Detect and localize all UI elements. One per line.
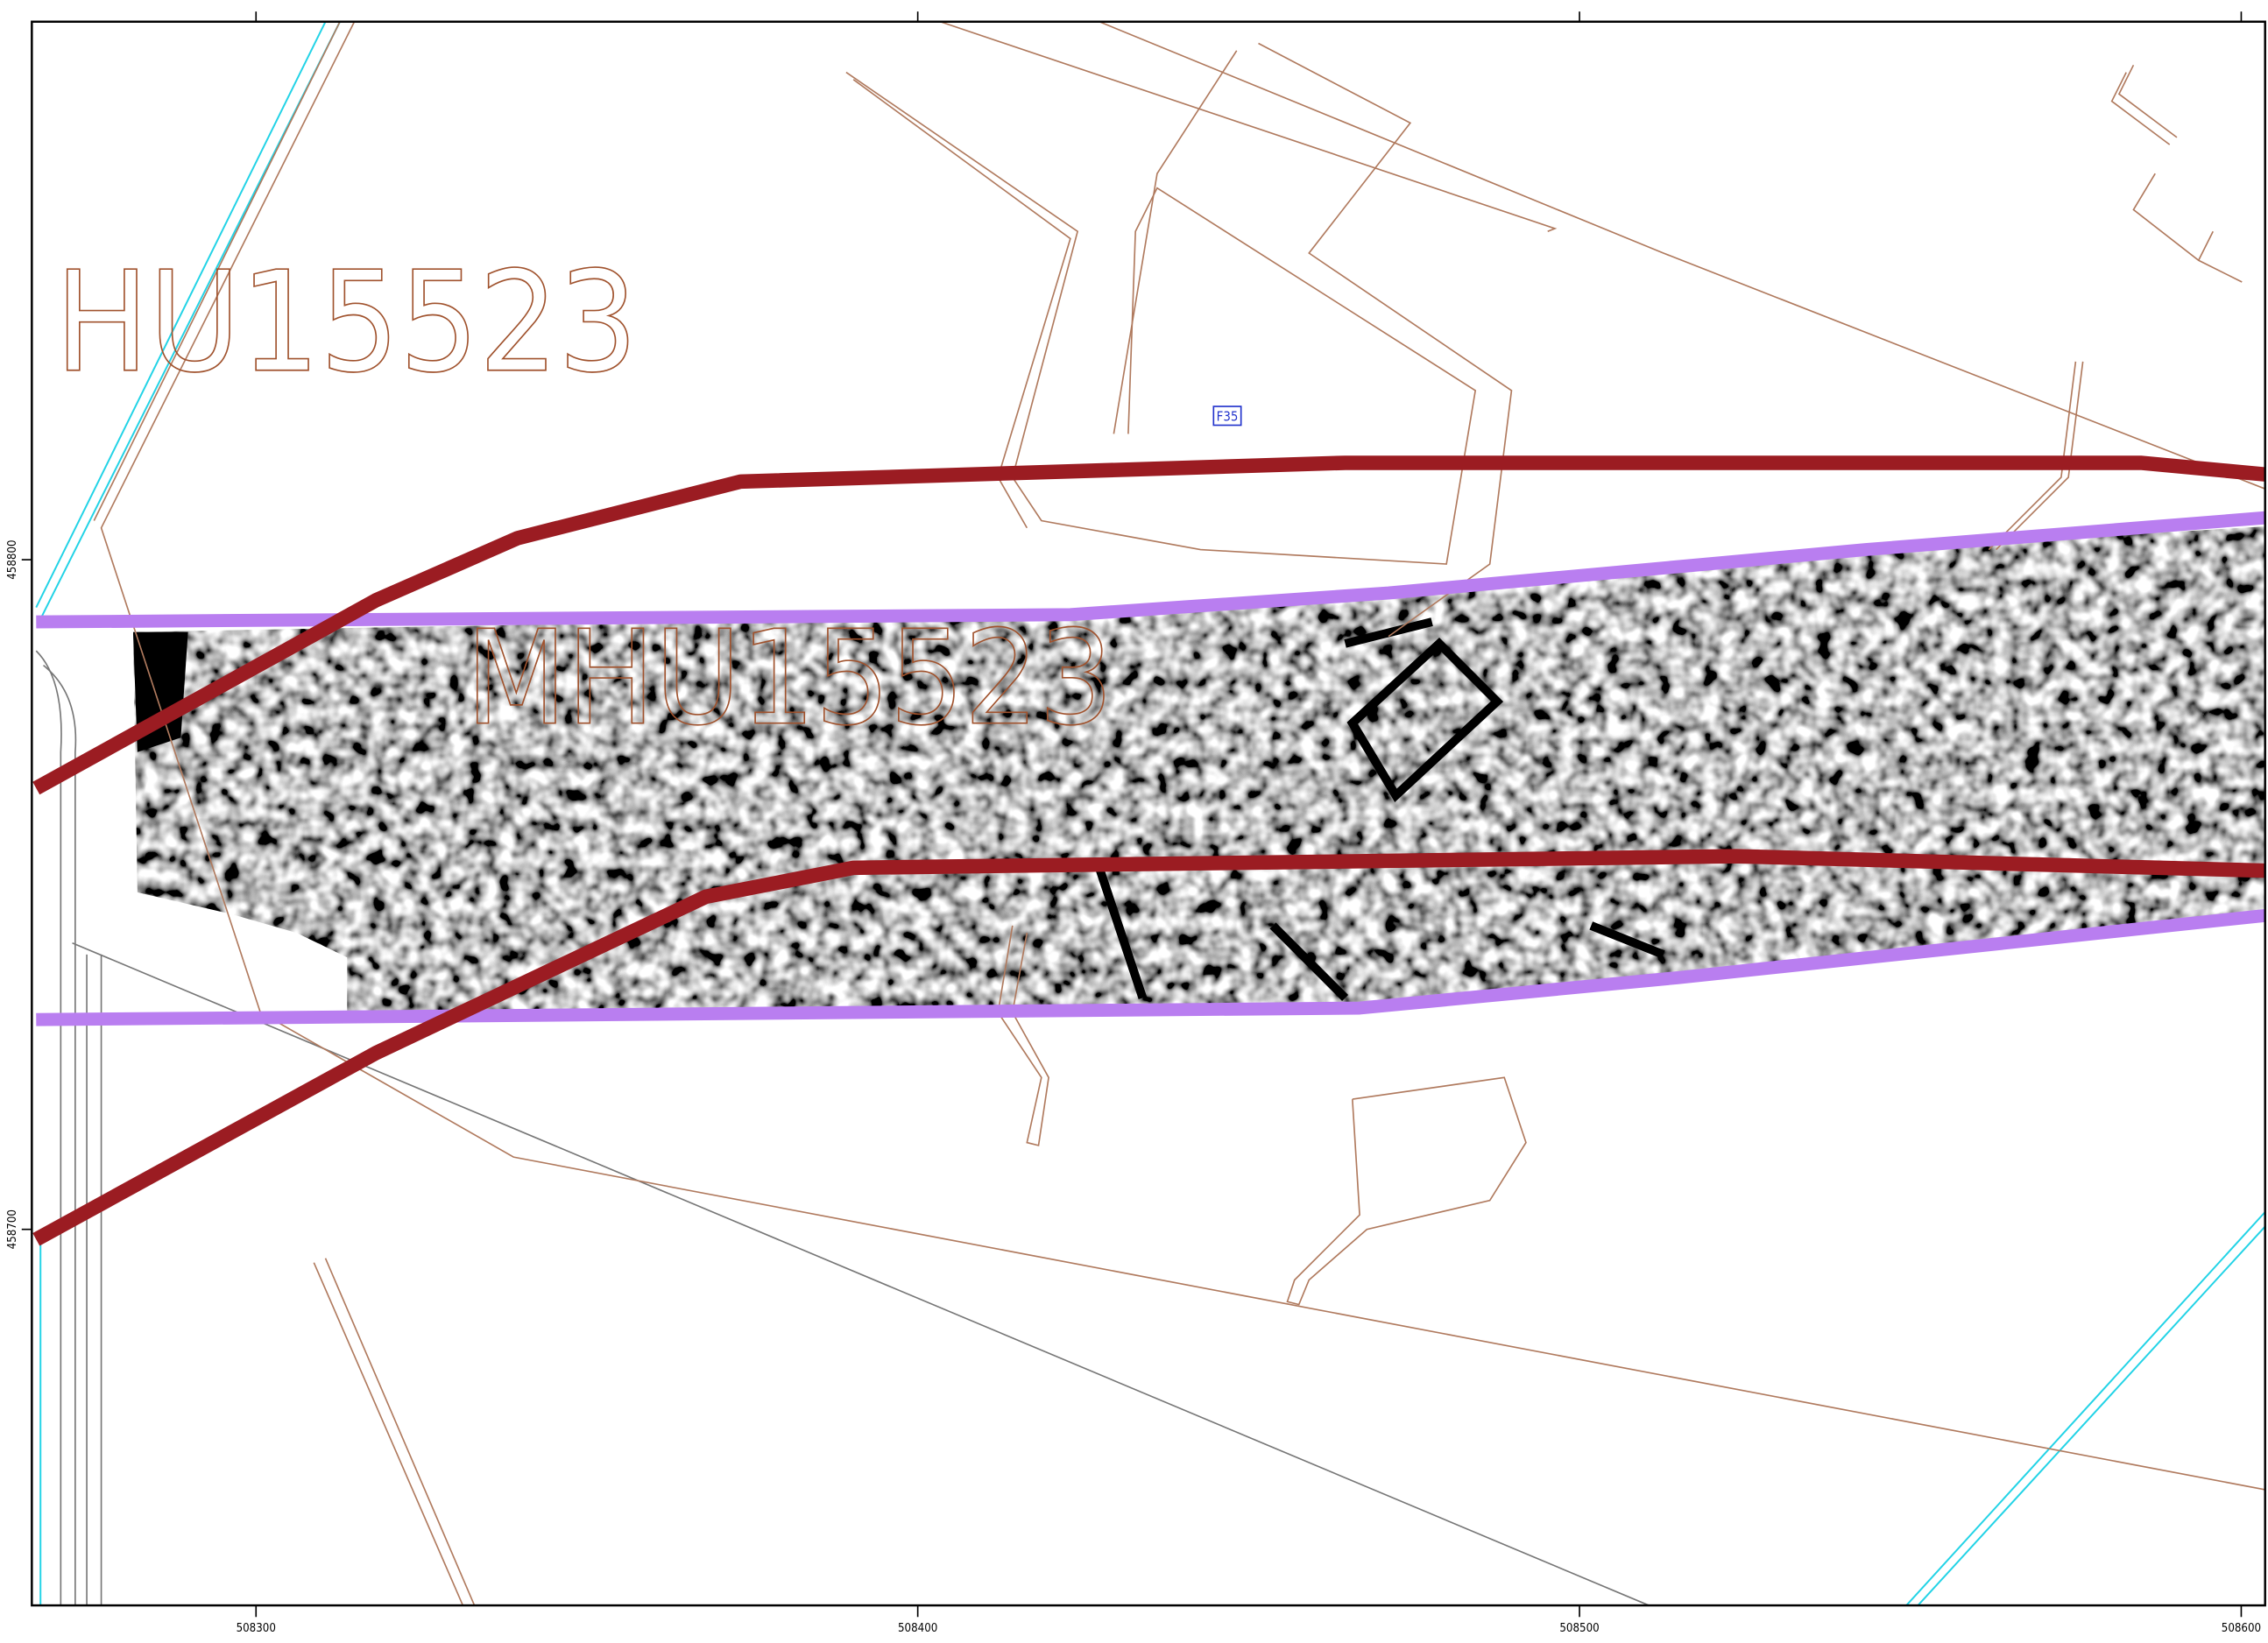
easting-label: 508600 bbox=[2222, 1622, 2261, 1635]
grid-ticks: 508300 508400 508500 508600 458800 458700 bbox=[6, 11, 2261, 1635]
parcel-label: HU15523 bbox=[55, 243, 638, 404]
easting-label: 508500 bbox=[1559, 1622, 1599, 1635]
field-label-box bbox=[1212, 405, 1242, 427]
northing-label: 458800 bbox=[6, 539, 19, 579]
scheme-boundary bbox=[32, 455, 2266, 1246]
survey-boundary bbox=[36, 511, 2266, 1026]
easting-label: 508300 bbox=[237, 1622, 276, 1635]
northing-label: 458700 bbox=[6, 1209, 19, 1249]
watercourse bbox=[35, 21, 2266, 1606]
field-label: F35 bbox=[1217, 409, 1239, 425]
monument-label: MHU15523 bbox=[466, 603, 1113, 755]
features bbox=[93, 20, 2265, 1606]
boundary-lines bbox=[35, 650, 1650, 1606]
easting-label: 508400 bbox=[898, 1622, 937, 1635]
map-frame bbox=[31, 20, 2266, 1607]
survey-anomaly bbox=[1095, 617, 1665, 1001]
